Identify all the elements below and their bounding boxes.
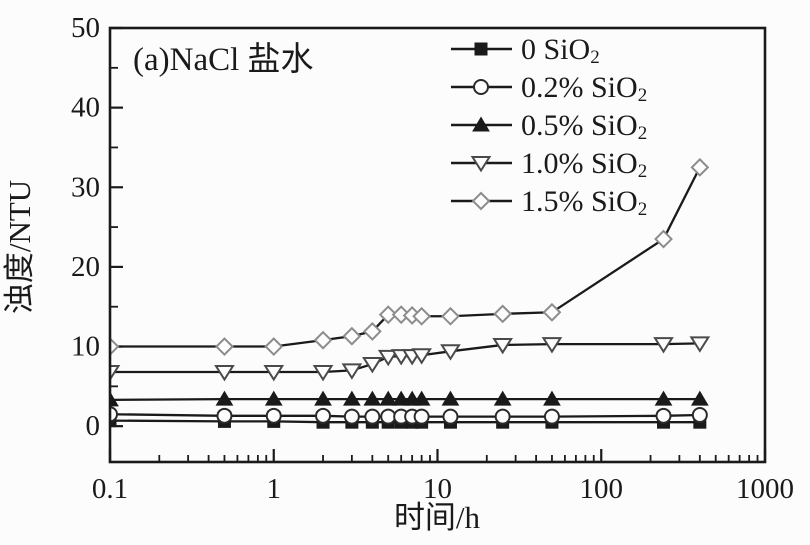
- marker-open-triangle-down: [362, 357, 383, 374]
- marker-filled-triangle-up: [392, 390, 411, 406]
- marker-filled-triangle-up: [110, 391, 119, 407]
- marker-open-circle: [691, 407, 708, 424]
- legend-item: 0.5% SiO2: [451, 109, 647, 144]
- marker-open-diamond: [542, 302, 562, 322]
- marker-open-triangle-down: [214, 365, 235, 382]
- marker-open-triangle-down: [110, 365, 121, 382]
- x-tick-label: 0.1: [92, 473, 128, 505]
- series-0.5-sio-: [110, 390, 709, 407]
- x-tick-label: 1000: [736, 473, 794, 505]
- marker-open-circle: [364, 408, 381, 425]
- y-axis-title: 浊度/NTU: [2, 180, 37, 314]
- marker-filled-triangle-up: [543, 390, 561, 406]
- marker-open-triangle-down: [541, 337, 563, 354]
- marker-open-circle: [543, 408, 560, 425]
- marker-filled-square: [474, 42, 488, 56]
- marker-filled-triangle-up: [472, 116, 490, 132]
- marker-open-circle: [442, 408, 459, 425]
- marker-open-diamond: [313, 330, 333, 350]
- marker-open-circle: [655, 407, 672, 424]
- marker-filled-triangle-up: [343, 390, 361, 406]
- y-tick-label: 30: [71, 171, 100, 203]
- marker-open-circle: [380, 408, 397, 425]
- marker-open-diamond: [441, 306, 460, 326]
- marker-open-triangle-down: [411, 348, 432, 365]
- marker-open-diamond: [412, 306, 432, 326]
- marker-open-diamond: [215, 337, 234, 356]
- legend-item: 0 SiO2: [451, 33, 600, 68]
- marker-open-circle: [265, 407, 282, 424]
- marker-open-diamond: [110, 337, 120, 356]
- legend-label: 0.2% SiO2: [521, 71, 647, 106]
- data-series: [110, 157, 711, 429]
- legend-label: 1.0% SiO2: [521, 147, 647, 182]
- legend-item: 1.5% SiO2: [451, 185, 647, 220]
- x-tick-label: 10: [423, 473, 452, 505]
- marker-open-circle: [315, 407, 332, 424]
- marker-open-diamond: [378, 305, 398, 325]
- marker-open-circle: [110, 406, 118, 423]
- marker-open-diamond: [654, 229, 673, 249]
- marker-filled-triangle-up: [215, 390, 234, 406]
- tick-labels: 0.1 1 10 100 1000 0 10 20 30 40 50: [71, 12, 794, 505]
- marker-open-diamond: [264, 337, 284, 356]
- marker-open-diamond: [493, 304, 513, 324]
- plot-frame: [108, 26, 767, 464]
- x-axis-title: 时间/h: [394, 500, 481, 535]
- marker-open-circle: [216, 407, 233, 424]
- legend-label: 0.5% SiO2: [521, 109, 647, 144]
- marker-open-triangle-down: [470, 156, 492, 173]
- y-tick-label: 0: [86, 410, 101, 442]
- marker-filled-triangle-up: [363, 390, 382, 406]
- panel-annotation: (a)NaCl 盐水: [133, 41, 314, 78]
- marker-open-circle: [413, 408, 430, 425]
- marker-filled-triangle-up: [690, 390, 709, 406]
- marker-filled-triangle-up: [441, 390, 460, 406]
- marker-open-triangle-down: [377, 349, 399, 367]
- marker-filled-triangle-up: [493, 390, 512, 406]
- marker-filled-triangle-up: [314, 390, 332, 406]
- marker-filled-triangle-up: [412, 390, 431, 406]
- series-1.5-sio-: [110, 157, 710, 356]
- marker-open-circle: [343, 408, 360, 425]
- marker-filled-triangle-up: [654, 390, 673, 406]
- marker-open-circle: [473, 79, 489, 95]
- marker-open-triangle-down: [689, 336, 711, 353]
- marker-filled-triangle-up: [264, 390, 283, 406]
- marker-open-diamond: [690, 157, 710, 177]
- legend-label: 1.5% SiO2: [521, 185, 647, 220]
- y-tick-label: 10: [71, 331, 100, 363]
- y-tick-label: 50: [71, 12, 100, 44]
- marker-open-diamond: [342, 326, 362, 346]
- x-tick-label: 1: [267, 473, 282, 505]
- marker-open-triangle-down: [312, 365, 334, 382]
- legend-item: 1.0% SiO2: [451, 147, 647, 182]
- marker-open-triangle-down: [492, 337, 513, 355]
- marker-open-circle: [494, 408, 511, 425]
- marker-open-triangle-down: [440, 344, 461, 361]
- legend-label: 0 SiO2: [521, 33, 600, 68]
- marker-filled-triangle-up: [379, 390, 398, 406]
- y-tick-label: 20: [71, 251, 100, 283]
- marker-open-diamond: [362, 321, 382, 341]
- marker-open-diamond: [471, 191, 491, 211]
- marker-open-triangle-down: [263, 365, 285, 382]
- marker-open-triangle-down: [653, 337, 674, 354]
- series-1.0-sio-: [110, 336, 711, 382]
- legend-item: 0.2% SiO2: [451, 71, 647, 106]
- series-0.2-sio-: [110, 406, 708, 425]
- y-tick-label: 40: [71, 92, 100, 124]
- marker-open-triangle-down: [341, 363, 363, 380]
- x-tick-label: 100: [580, 473, 624, 505]
